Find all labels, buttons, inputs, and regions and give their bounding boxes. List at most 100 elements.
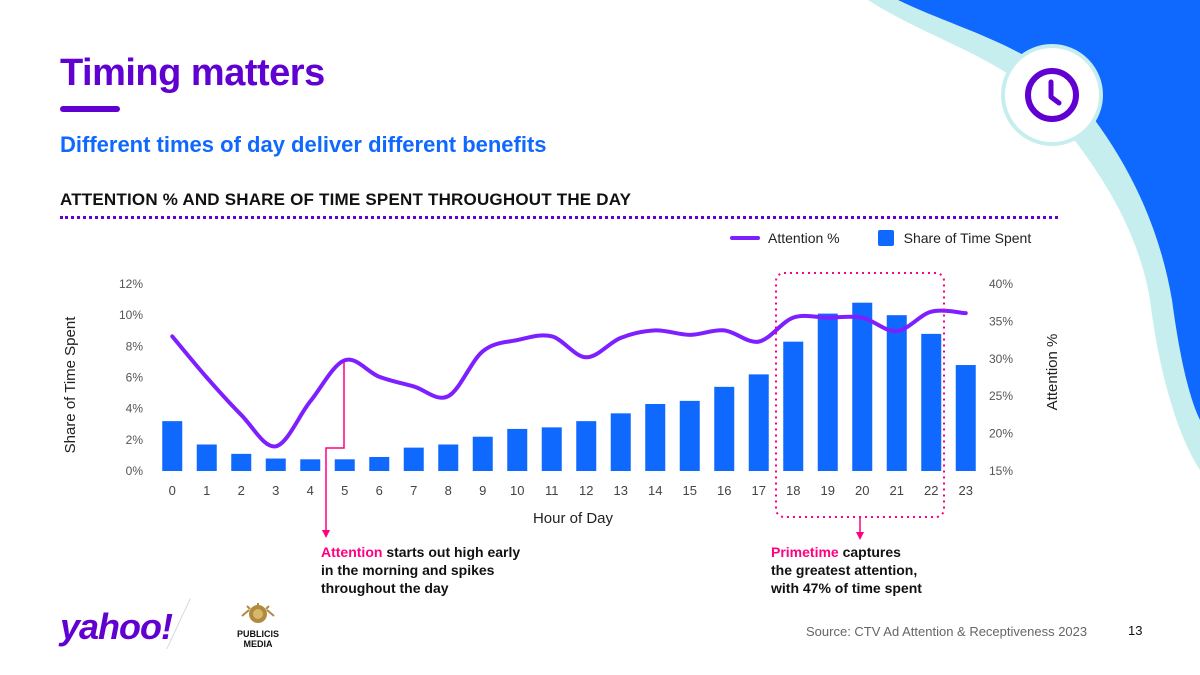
bar-hour-20 (852, 302, 873, 471)
bar-hour-15 (679, 400, 700, 471)
page-number: 13 (1128, 623, 1143, 638)
publicis-text-1: PUBLICIS (236, 629, 279, 639)
x-tick-label: 18 (786, 483, 800, 498)
x-tick-label: 10 (510, 483, 524, 498)
x-tick-label: 14 (648, 483, 662, 498)
x-tick-label: 9 (479, 483, 486, 498)
bar-hour-4 (300, 459, 321, 471)
blue-wave-shape (898, 0, 1200, 420)
bar-hour-6 (369, 456, 390, 471)
x-tick-label: 16 (717, 483, 731, 498)
publicis-text-2: MEDIA (243, 639, 273, 649)
x-tick-label: 20 (855, 483, 869, 498)
y2-tick-label: 25% (989, 389, 1013, 403)
bar-hour-9 (472, 436, 493, 471)
y2-tick-label: 15% (989, 464, 1013, 478)
x-tick-label: 8 (445, 483, 452, 498)
y-tick-label: 6% (126, 371, 144, 385)
legend-bar-swatch (877, 230, 894, 246)
title-underline (60, 106, 120, 112)
legend-line-swatch (730, 236, 760, 240)
bar-hour-8 (438, 444, 459, 471)
x-tick-label: 22 (924, 483, 938, 498)
x-tick-label: 11 (545, 483, 559, 498)
attention-annotation: Attention starts out high early in the m… (321, 543, 520, 597)
bar-hour-3 (265, 458, 286, 471)
chart-heading: ATTENTION % AND SHARE OF TIME SPENT THRO… (60, 190, 632, 209)
x-tick-label: 15 (683, 483, 697, 498)
primetime-annotation-highlight: Primetime (771, 544, 839, 560)
primetime-annotation-line1: captures (838, 544, 901, 560)
publicis-lion-icon (241, 603, 275, 623)
dotted-divider (60, 216, 1058, 219)
attention-connector-arrow (322, 530, 330, 538)
clock-badge (1001, 44, 1103, 146)
y-tick-label: 8% (126, 339, 144, 353)
bar-hour-19 (817, 313, 838, 471)
bar-hour-16 (714, 386, 735, 471)
attention-annotation-line1: starts out high early (382, 544, 521, 560)
legend-line-label: Attention % (768, 230, 840, 246)
bar-hour-18 (783, 341, 804, 471)
y2-tick-label: 35% (989, 314, 1013, 328)
bar-hour-23 (955, 365, 976, 471)
primetime-connector-arrow (856, 532, 864, 540)
x-tick-label: 19 (821, 483, 835, 498)
y-tick-label: 2% (126, 433, 144, 447)
attention-connector (325, 362, 345, 532)
y-axis-title: Share of Time Spent (62, 316, 79, 454)
bar-hour-14 (645, 403, 666, 471)
attention-annotation-line3: throughout the day (321, 580, 449, 596)
attention-annotation-highlight: Attention (321, 544, 383, 560)
legend-bar-label: Share of Time Spent (903, 230, 1032, 246)
attention-annotation-line2: in the morning and spikes (321, 562, 495, 578)
x-tick-label: 1 (203, 483, 210, 498)
bar-hour-0 (162, 421, 183, 471)
y-tick-label: 4% (126, 402, 144, 416)
bar-hour-10 (507, 428, 528, 471)
bar-hour-17 (748, 374, 769, 471)
y-tick-label: 12% (119, 277, 143, 291)
bar-hour-21 (886, 315, 907, 471)
bar-hour-5 (334, 459, 355, 471)
bar-hour-1 (196, 444, 217, 471)
x-tick-label: 21 (890, 483, 904, 498)
x-tick-label: 7 (410, 483, 417, 498)
publicis-media-logo: PUBLICIS MEDIA (222, 602, 294, 649)
bar-hour-11 (541, 427, 562, 471)
bar-hour-12 (576, 421, 597, 471)
bar-hour-7 (403, 447, 424, 471)
page-subtitle: Different times of day deliver different… (60, 132, 547, 157)
y-tick-label: 10% (119, 308, 143, 322)
x-tick-label: 6 (376, 483, 383, 498)
x-tick-label: 0 (169, 483, 176, 498)
yahoo-logo: yahoo! (60, 606, 173, 647)
y2-tick-label: 20% (989, 427, 1013, 441)
y2-tick-label: 40% (989, 277, 1013, 291)
bar-hour-2 (231, 453, 252, 471)
chart-legend: Attention % Share of Time Spent (730, 230, 1031, 246)
x-tick-label: 13 (614, 483, 628, 498)
page-title: Timing matters (60, 52, 325, 94)
x-tick-label: 17 (752, 483, 766, 498)
y-tick-label: 0% (126, 464, 144, 478)
x-axis-title: Hour of Day (533, 510, 614, 527)
x-tick-label: 3 (272, 483, 279, 498)
x-tick-label: 2 (238, 483, 245, 498)
source-note: Source: CTV Ad Attention & Receptiveness… (806, 624, 1088, 639)
clock-icon (1025, 68, 1079, 122)
x-tick-label: 12 (579, 483, 593, 498)
bar-hour-22 (921, 333, 942, 471)
y2-tick-label: 30% (989, 352, 1013, 366)
x-tick-label: 5 (341, 483, 348, 498)
attention-line (170, 308, 968, 449)
bar-hour-13 (610, 413, 631, 471)
primetime-annotation-line2: the greatest attention, (771, 562, 918, 578)
primetime-annotation: Primetime captures the greatest attentio… (771, 543, 922, 597)
primetime-annotation-line3: with 47% of time spent (771, 580, 922, 596)
x-tick-label: 23 (959, 483, 973, 498)
x-tick-label: 4 (307, 483, 314, 498)
y2-axis-title: Attention % (1044, 334, 1061, 411)
